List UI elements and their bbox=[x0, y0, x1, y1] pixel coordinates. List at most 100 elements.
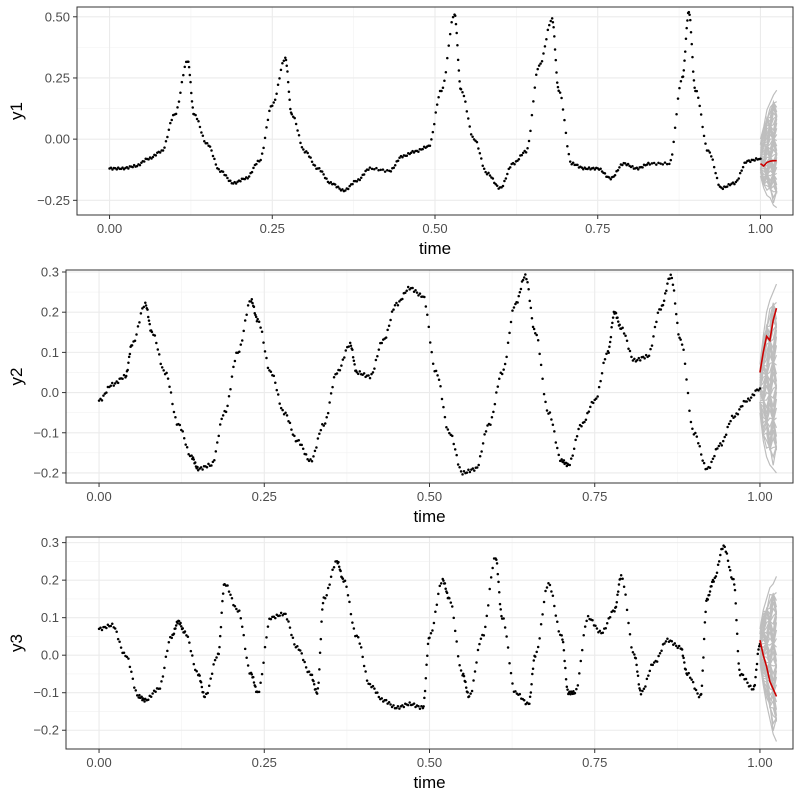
chart-2-observed-point bbox=[597, 385, 601, 389]
chart-1-observed-point bbox=[263, 136, 267, 140]
chart-2-observed-point bbox=[475, 466, 479, 469]
chart-1-observed-point bbox=[197, 119, 200, 123]
chart-2-observed-point bbox=[239, 343, 243, 346]
chart-3-observed-point bbox=[307, 670, 311, 673]
chart-2-observed-point bbox=[395, 301, 398, 305]
chart-2-observed-point bbox=[168, 385, 171, 388]
chart-3-observed-point bbox=[140, 695, 143, 699]
chart-2-observed-point bbox=[511, 309, 514, 312]
chart-2-observed-point bbox=[673, 302, 677, 305]
chart-3-observed-point bbox=[499, 608, 502, 611]
chart-2-observed-point bbox=[374, 358, 378, 362]
chart-2-observed-point bbox=[490, 416, 494, 419]
chart-3-observed-point bbox=[131, 677, 135, 680]
chart-2-observed-point bbox=[498, 377, 501, 380]
chart-1-observed-point bbox=[736, 179, 739, 182]
chart-1-observed-point bbox=[370, 167, 374, 171]
chart-3-observed-point bbox=[462, 672, 465, 676]
chart-2-observed-point bbox=[260, 330, 264, 333]
chart-3-observed-point bbox=[676, 646, 679, 650]
chart-1-observed-point bbox=[543, 45, 547, 48]
chart-1-forecast-band-lower bbox=[759, 175, 778, 209]
chart-3-observed-point bbox=[495, 562, 499, 565]
chart-2-observed-point bbox=[481, 442, 485, 445]
chart-3-observed-point bbox=[392, 704, 395, 707]
chart-2-observed-point bbox=[553, 430, 556, 433]
chart-3-observed-point bbox=[637, 683, 641, 686]
chart-2-observed-point bbox=[162, 369, 165, 372]
chart-1-observed-point bbox=[190, 91, 193, 95]
chart-2-y-tick-label: 0.2 bbox=[41, 305, 59, 320]
chart-3-y-tick-label: 0.1 bbox=[41, 610, 59, 625]
chart-3-observed-point bbox=[321, 608, 324, 611]
chart-2-observed-point bbox=[589, 405, 592, 409]
chart-2-observed-point bbox=[580, 425, 583, 428]
chart-1-y-tick-label: −0.25 bbox=[37, 193, 70, 208]
chart-2-observed-point bbox=[124, 374, 128, 378]
chart-3-x-tick-label: 1.00 bbox=[747, 755, 772, 770]
chart-1-observed-point bbox=[707, 149, 710, 152]
chart-3-observed-point bbox=[697, 695, 701, 699]
chart-2-observed-point bbox=[417, 294, 420, 297]
chart-2-observed-point bbox=[697, 442, 700, 445]
chart-2-observed-point bbox=[694, 431, 697, 435]
chart-1-observed-point bbox=[401, 155, 404, 159]
chart-1-observed-point bbox=[675, 113, 678, 116]
chart-2-observed-point bbox=[144, 301, 147, 304]
chart-2-observed-point bbox=[453, 448, 457, 451]
chart-3-x-tick-label: 0.25 bbox=[252, 755, 277, 770]
chart-3-observed-point bbox=[345, 585, 348, 589]
chart-2-forecast-band-lower bbox=[759, 412, 777, 474]
chart-2-observed-point bbox=[150, 330, 154, 334]
chart-2-observed-point bbox=[155, 341, 158, 345]
chart-3-observed-point bbox=[580, 648, 584, 652]
chart-3-observed-point bbox=[396, 705, 400, 708]
chart-1-observed-point bbox=[564, 131, 568, 135]
chart-1-observed-point bbox=[645, 163, 649, 166]
chart-1-observed-point bbox=[336, 185, 340, 189]
chart-2-observed-point bbox=[538, 352, 541, 356]
chart-3-observed-point bbox=[166, 649, 169, 653]
chart-2-observed-point bbox=[492, 410, 495, 414]
chart-2: 0.00 0.25 0.50 0.75 1.00 −0.2 −0.1 0.0 0.1 0.2 0.3… bbox=[7, 265, 794, 526]
chart-3-observed-point bbox=[233, 604, 237, 608]
chart-2-observed-point bbox=[316, 437, 320, 440]
chart-3-observed-point bbox=[312, 683, 316, 686]
chart-1-observed-point bbox=[659, 162, 662, 165]
chart-2-observed-point bbox=[401, 297, 404, 301]
chart-3-observed-point bbox=[666, 637, 669, 641]
chart-1-observed-point bbox=[683, 50, 687, 53]
chart-1-observed-point bbox=[678, 86, 681, 90]
chart-2-observed-point bbox=[726, 425, 729, 429]
chart-3-observed-point bbox=[189, 649, 193, 653]
chart-3-observed-point bbox=[614, 605, 618, 609]
chart-1-observed-point bbox=[599, 167, 602, 170]
chart-3-observed-point bbox=[325, 594, 328, 597]
chart-1-observed-point bbox=[734, 180, 738, 184]
chart-2-observed-point bbox=[676, 321, 679, 325]
chart-3-observed-point bbox=[431, 629, 434, 632]
chart-1-x-tick-label: 1.00 bbox=[748, 221, 773, 236]
chart-1-observed-point bbox=[329, 181, 333, 184]
chart-1-forecast-band-upper bbox=[759, 89, 778, 140]
chart-3-observed-point bbox=[502, 617, 505, 620]
chart-3-observed-point bbox=[680, 648, 684, 651]
chart-2-observed-point bbox=[514, 302, 517, 306]
chart-3-observed-point bbox=[452, 616, 455, 620]
chart-3-observed-point bbox=[438, 584, 442, 588]
chart-3-observed-point bbox=[635, 663, 638, 667]
chart-3-y-axis-title: y3 bbox=[7, 634, 26, 652]
chart-3-observed-point bbox=[358, 642, 361, 645]
chart-1-observed-point bbox=[444, 70, 448, 74]
chart-2-observed-point bbox=[724, 433, 728, 437]
chart-3-observed-point bbox=[202, 691, 205, 694]
chart-3-observed-point bbox=[663, 642, 666, 645]
chart-1-observed-point bbox=[626, 162, 630, 166]
chart-3-observed-point bbox=[172, 632, 176, 636]
chart-3-observed-point bbox=[147, 698, 150, 701]
chart-3-observed-point bbox=[489, 576, 493, 579]
chart-3-observed-point bbox=[174, 627, 177, 630]
chart-2-observed-point bbox=[614, 311, 618, 315]
chart-2-observed-point bbox=[116, 381, 120, 385]
chart-3-observed-point bbox=[99, 626, 102, 629]
